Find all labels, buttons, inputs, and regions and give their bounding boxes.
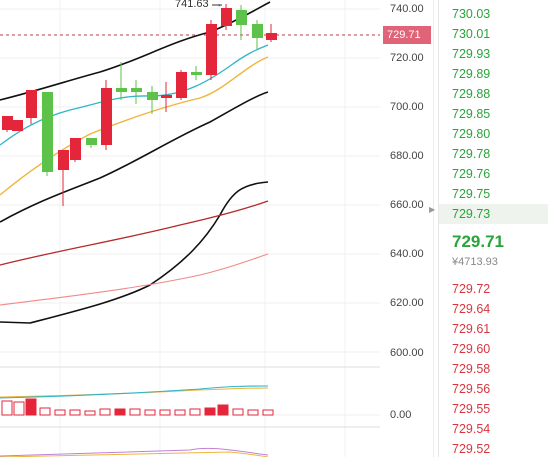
price-tick: 700.00 bbox=[390, 101, 424, 113]
price-tick: 600.00 bbox=[390, 347, 424, 359]
price-tick: 640.00 bbox=[390, 248, 424, 260]
volume-bar bbox=[262, 409, 274, 416]
bid-price[interactable]: 729.54 bbox=[452, 422, 491, 436]
ma-long-light-line bbox=[0, 253, 269, 306]
mid-price-cny: ¥4713.93 bbox=[452, 256, 498, 268]
candle-body bbox=[12, 120, 23, 131]
volume-bar bbox=[217, 404, 229, 416]
candle-body bbox=[2, 116, 13, 130]
bid-price[interactable]: 729.56 bbox=[452, 382, 491, 396]
ma-long-dark-line bbox=[0, 200, 269, 266]
candle-body bbox=[191, 72, 202, 75]
candle-body bbox=[266, 33, 277, 40]
ask-price[interactable]: 729.76 bbox=[452, 167, 491, 181]
candle-body bbox=[221, 8, 232, 26]
ask-price[interactable]: 729.73 bbox=[439, 204, 548, 224]
ask-price[interactable]: 729.75 bbox=[452, 187, 491, 201]
candle-body bbox=[116, 88, 127, 92]
band-lower-line bbox=[0, 91, 269, 223]
indicator-yellow-line bbox=[0, 451, 269, 457]
candle-body bbox=[101, 88, 112, 145]
price-tick: 740.00 bbox=[390, 3, 424, 15]
ask-price[interactable]: 729.85 bbox=[452, 107, 491, 121]
ask-price[interactable]: 729.88 bbox=[452, 87, 491, 101]
volume-bar bbox=[189, 408, 201, 416]
price-tick: 620.00 bbox=[390, 297, 424, 309]
volume-bar bbox=[54, 409, 66, 416]
mid-price: 729.71 bbox=[452, 232, 504, 251]
bid-price[interactable]: 729.64 bbox=[452, 302, 491, 316]
volume-bar bbox=[1, 400, 13, 416]
candle-body bbox=[206, 24, 217, 75]
volume-bar bbox=[13, 401, 25, 416]
current-price-tag: 729.71 bbox=[383, 26, 431, 44]
indicator-purple-line bbox=[0, 447, 269, 457]
candle-body bbox=[252, 24, 263, 38]
volume-bar bbox=[144, 409, 156, 416]
price-tick: 720.00 bbox=[390, 52, 424, 64]
candle-body bbox=[86, 138, 97, 145]
bid-price[interactable]: 729.58 bbox=[452, 362, 491, 376]
candle-body bbox=[131, 88, 142, 92]
ask-price[interactable]: 730.03 bbox=[452, 7, 491, 21]
volume-bar bbox=[204, 407, 216, 416]
peak-annotation: 741.63 → bbox=[175, 0, 223, 10]
ask-price[interactable]: 729.89 bbox=[452, 67, 491, 81]
volume-bar bbox=[129, 408, 141, 416]
candle-body bbox=[161, 95, 172, 98]
candlestick-chart[interactable] bbox=[0, 0, 380, 457]
candle-body bbox=[42, 92, 53, 172]
mid-price-block: 729.71 ¥4713.93 bbox=[439, 228, 548, 276]
price-tick: 660.00 bbox=[390, 199, 424, 211]
orderbook-panel: 730.03 730.01 729.93 729.89 729.88 729.8… bbox=[438, 0, 548, 457]
ask-price[interactable]: 729.80 bbox=[452, 127, 491, 141]
price-axis: 740.00 720.00 700.00 680.00 660.00 640.0… bbox=[380, 0, 430, 457]
candle-body bbox=[176, 72, 187, 98]
ma-mid-line bbox=[0, 56, 269, 196]
volume-bar bbox=[84, 410, 96, 416]
caret-right-icon[interactable]: ▶ bbox=[429, 205, 436, 214]
volume-ma-yellow bbox=[0, 387, 269, 398]
volume-bar bbox=[69, 409, 81, 416]
volume-bar bbox=[247, 409, 259, 416]
volume-bar bbox=[99, 408, 111, 416]
candle-body bbox=[70, 138, 81, 160]
volume-bar bbox=[25, 398, 37, 416]
bid-price[interactable]: 729.72 bbox=[452, 282, 491, 296]
candle-body bbox=[26, 90, 37, 118]
ask-price[interactable]: 729.93 bbox=[452, 47, 491, 61]
volume-bar bbox=[174, 409, 186, 416]
ask-price[interactable]: 730.01 bbox=[452, 27, 491, 41]
volume-zero-tick: 0.00 bbox=[390, 409, 412, 421]
candle-body bbox=[58, 150, 69, 170]
candle-body bbox=[147, 92, 158, 100]
bid-price[interactable]: 729.60 bbox=[452, 342, 491, 356]
volume-bar bbox=[114, 408, 126, 416]
volume-bar bbox=[39, 407, 51, 416]
volume-bar bbox=[159, 409, 171, 416]
ma-long-line bbox=[0, 181, 269, 324]
volume-ma-cyan bbox=[0, 385, 269, 399]
price-tick: 680.00 bbox=[390, 150, 424, 162]
bid-price[interactable]: 729.52 bbox=[452, 442, 491, 456]
volume-bar bbox=[232, 408, 244, 416]
bid-price[interactable]: 729.61 bbox=[452, 322, 491, 336]
ask-price[interactable]: 729.78 bbox=[452, 147, 491, 161]
bid-price[interactable]: 729.55 bbox=[452, 402, 491, 416]
candle-body bbox=[236, 10, 247, 25]
panel-divider bbox=[433, 0, 434, 457]
